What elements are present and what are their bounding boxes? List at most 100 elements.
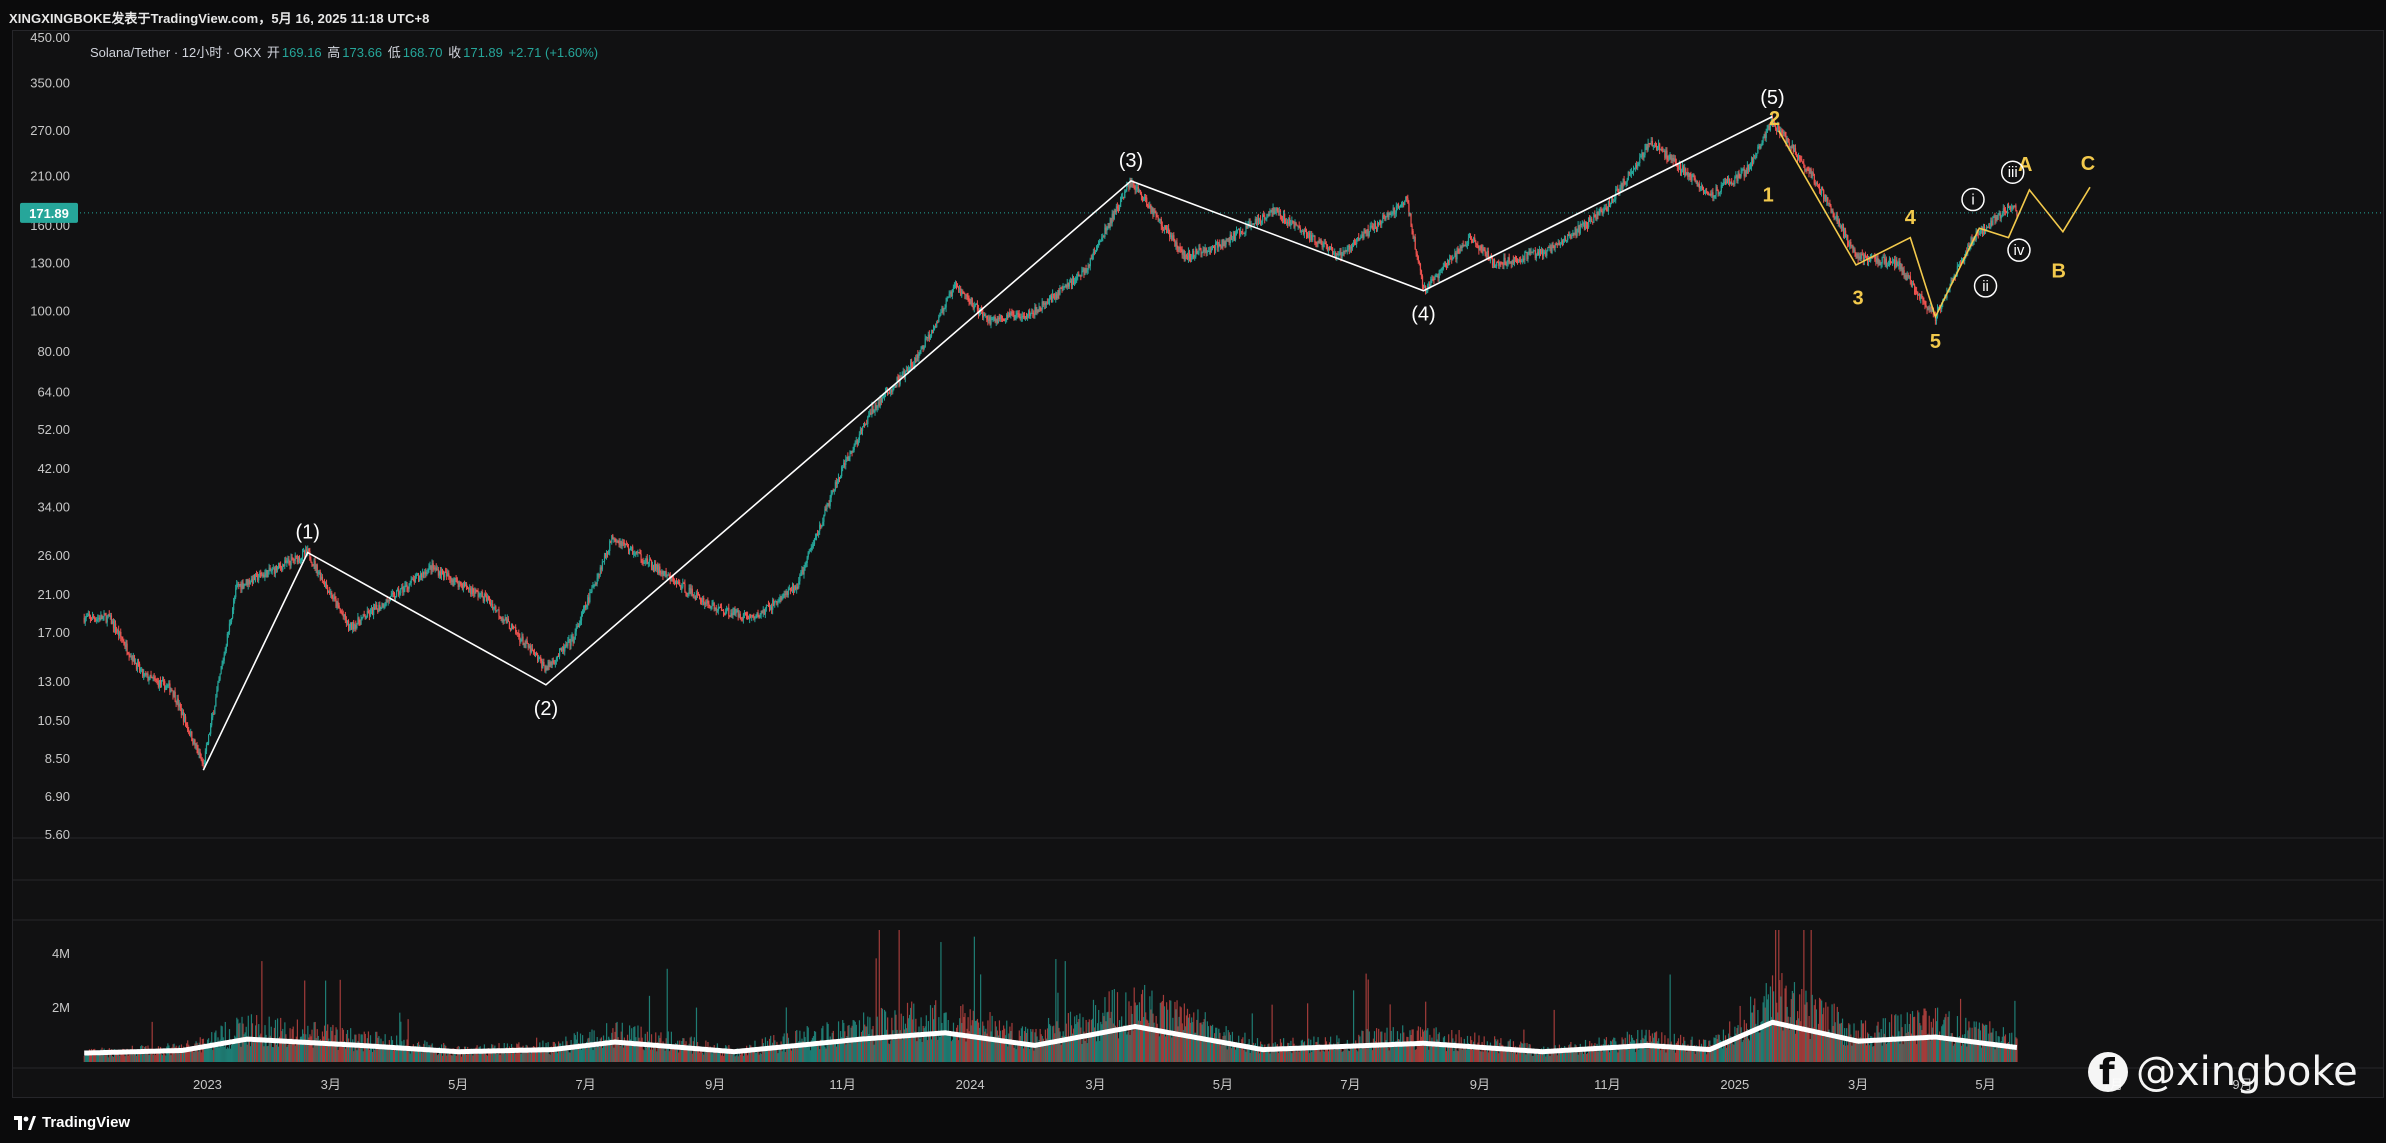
candle-body <box>762 609 764 614</box>
candle-body <box>414 575 417 583</box>
volume-bar <box>1087 1022 1089 1062</box>
volume-bar <box>485 1054 488 1062</box>
volume-bar <box>447 1051 449 1062</box>
candle-body <box>877 402 879 406</box>
candle-body <box>826 506 828 509</box>
candle-body <box>1702 189 1705 193</box>
volume-bar <box>949 1032 951 1062</box>
candle-body <box>1474 237 1476 242</box>
candle-body <box>1348 245 1351 250</box>
candle-body <box>531 648 534 651</box>
volume-bar <box>425 1048 427 1062</box>
candle-body <box>759 614 761 618</box>
candle-body <box>705 602 707 604</box>
candle-body <box>718 607 721 609</box>
volume-bar <box>1794 1033 1797 1062</box>
candle-body <box>1494 259 1496 268</box>
volume-bar <box>620 1031 622 1062</box>
volume-bar <box>945 1012 947 1062</box>
candle-body <box>525 640 527 644</box>
volume-bar <box>1672 1050 1674 1062</box>
candle-body <box>1334 252 1336 254</box>
volume-bar <box>859 1036 862 1062</box>
candle-body <box>1208 250 1211 252</box>
volume-bar <box>1700 1043 1703 1062</box>
candle-body <box>223 654 225 661</box>
candle-body <box>1082 269 1084 271</box>
volume-bar <box>1764 1007 1766 1062</box>
time-tick-label: 2025 <box>1720 1077 1749 1092</box>
volume-bar <box>532 1046 535 1062</box>
candle-body <box>363 614 365 617</box>
candle-body <box>1681 172 1683 174</box>
volume-bar <box>410 1047 412 1062</box>
candle-body <box>740 618 743 620</box>
volume-bar <box>737 1056 739 1062</box>
candle-body <box>264 573 266 578</box>
candle-body <box>1185 255 1188 257</box>
volume-bar <box>1345 1044 1347 1062</box>
candle-body <box>1337 254 1339 256</box>
volume-bar <box>1577 1054 1579 1062</box>
volume-bar <box>259 1035 261 1062</box>
candle-body <box>1697 183 1699 186</box>
candle-body <box>140 670 142 672</box>
candle-body <box>764 608 767 615</box>
volume-bar <box>1151 990 1153 1062</box>
candle-body <box>141 668 143 671</box>
candle-body <box>344 614 347 620</box>
volume-bar <box>111 1056 114 1062</box>
volume-bar <box>1363 1044 1365 1062</box>
candle-body <box>750 614 752 617</box>
candle-body <box>756 612 758 616</box>
candle-body <box>1626 179 1628 182</box>
candle-body <box>1508 257 1510 263</box>
volume-bar <box>198 1042 200 1062</box>
candle-body <box>1111 213 1113 224</box>
volume-bar <box>1192 1022 1194 1062</box>
volume-bar <box>1513 1048 1516 1062</box>
candle-body <box>680 585 682 590</box>
candle-body <box>1338 254 1340 256</box>
volume-bar <box>1285 1047 1287 1062</box>
volume-bar <box>1782 1030 1784 1062</box>
volume-bar <box>1061 1035 1063 1062</box>
volume-bar <box>349 1043 351 1062</box>
candle-body <box>1193 250 1195 258</box>
candle-body <box>224 650 226 655</box>
candle-body <box>1128 184 1130 189</box>
volume-bar <box>130 1052 132 1062</box>
volume-bar <box>1062 1031 1064 1062</box>
volume-bar <box>808 1045 810 1062</box>
candle-body <box>674 581 677 585</box>
candle-body <box>1776 127 1778 132</box>
candle-body <box>1545 251 1547 256</box>
volume-bar <box>1278 1051 1281 1062</box>
candle-body <box>1366 229 1368 234</box>
candle-body <box>245 579 247 584</box>
volume-bar <box>1288 1043 1290 1062</box>
volume-bar <box>1595 1050 1597 1062</box>
volume-bar <box>1567 1048 1569 1062</box>
candle-body <box>463 583 466 587</box>
candle-body <box>748 618 750 620</box>
candle-body <box>1371 225 1374 228</box>
volume-bar <box>1431 1037 1433 1062</box>
candle-body <box>889 392 891 394</box>
volume-bar <box>793 1045 795 1062</box>
candle-body <box>1519 260 1521 262</box>
candle-body <box>444 571 446 578</box>
volume-bar <box>1233 1045 1236 1062</box>
volume-bar <box>671 1048 674 1062</box>
volume-bar <box>577 1043 580 1062</box>
volume-bar <box>1294 1046 1296 1062</box>
candle-body <box>147 673 149 681</box>
candle-body <box>706 600 708 603</box>
volume-bar <box>1712 1044 1714 1062</box>
volume-bar <box>1344 1048 1346 1062</box>
volume-bar <box>756 1047 758 1062</box>
volume-bar <box>1389 1004 1391 1062</box>
candle-body <box>87 614 90 616</box>
volume-bar <box>1477 1042 1479 1062</box>
